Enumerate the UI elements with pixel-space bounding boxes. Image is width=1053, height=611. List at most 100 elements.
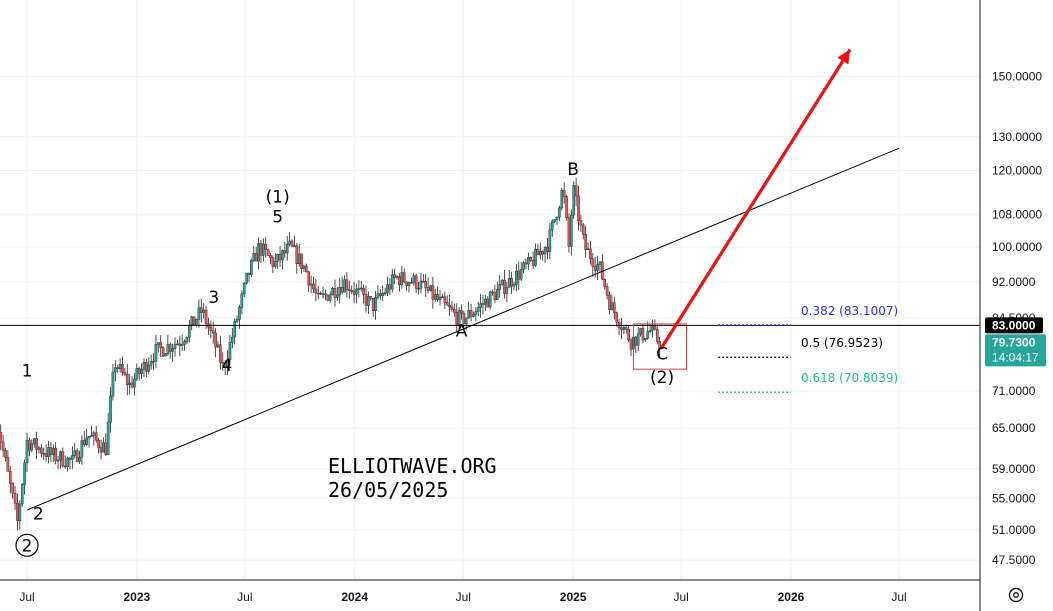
candle-body	[376, 293, 380, 298]
trendline	[26, 147, 900, 511]
candle-body	[572, 185, 576, 216]
x-tick-label: Jul	[19, 590, 34, 604]
candle-body	[8, 470, 12, 484]
y-tick-label: 55.0000	[992, 491, 1036, 505]
candle-body	[219, 344, 222, 363]
candle-body	[340, 287, 344, 293]
candle-body	[199, 307, 203, 313]
candle-body	[364, 294, 368, 306]
candle-body	[374, 297, 377, 312]
candle-body	[297, 253, 301, 264]
candle-body	[68, 457, 72, 460]
candle-body	[171, 348, 174, 352]
candle-body	[109, 395, 112, 423]
candle-body	[596, 264, 599, 271]
candle-body	[121, 364, 124, 373]
candle-body	[450, 306, 454, 310]
candle-body	[639, 328, 642, 335]
candle-body	[644, 337, 647, 341]
candle-body	[149, 361, 153, 366]
wave-label: 2	[33, 505, 44, 525]
current-price-label: 79.7300	[992, 335, 1036, 349]
candle-body	[560, 189, 564, 209]
candle-body	[271, 257, 275, 267]
candle-body	[312, 283, 315, 290]
candle-body	[99, 447, 103, 453]
candle-body	[536, 248, 540, 256]
candle-body	[49, 447, 53, 455]
candle-body	[503, 279, 506, 294]
candle-body	[285, 244, 289, 254]
wave-label: 1	[22, 362, 33, 382]
candle-body	[331, 288, 334, 296]
gear-icon[interactable]	[1006, 585, 1026, 605]
candle-body	[395, 276, 399, 278]
target-box	[632, 323, 688, 370]
x-tick-label: 2024	[341, 590, 368, 604]
candle-body	[658, 341, 661, 349]
candle-body	[94, 432, 98, 441]
candle-body	[424, 281, 427, 288]
candle-body	[562, 189, 566, 197]
x-tick-label: 2023	[123, 590, 150, 604]
candle-body	[414, 275, 418, 289]
candle-body	[293, 245, 296, 247]
wave-label: 2	[22, 536, 33, 556]
candle-body	[629, 339, 633, 350]
candle-body	[111, 371, 115, 397]
candle-body	[321, 293, 325, 295]
candle-body	[622, 327, 626, 330]
candle-body	[145, 361, 148, 372]
watermark-date: 26/05/2025	[328, 478, 448, 502]
candle-body	[402, 272, 406, 283]
candle-body	[47, 447, 50, 457]
wave-label: B	[567, 160, 579, 180]
candle-body	[634, 336, 638, 346]
candle-body	[464, 317, 468, 324]
candle-body	[13, 492, 17, 504]
candle-body	[231, 336, 234, 343]
candle-body	[211, 330, 215, 334]
candle-body	[589, 248, 592, 260]
candle-body	[262, 243, 265, 256]
candle-body	[593, 266, 597, 271]
candle-body	[422, 280, 425, 283]
candle-body	[543, 247, 547, 255]
candle-body	[469, 310, 473, 317]
candle-body	[302, 265, 306, 269]
candle-body	[510, 277, 513, 287]
y-tick-label: 130.0000	[992, 130, 1042, 144]
candle-body	[137, 368, 141, 374]
candle-body	[570, 214, 573, 247]
candle-body	[305, 265, 308, 273]
candle-body	[123, 372, 127, 375]
candle-body	[359, 287, 363, 290]
x-tick-label: Jul	[456, 590, 471, 604]
countdown-label: 14:04:17	[992, 350, 1039, 364]
candle-body	[438, 296, 442, 300]
candle-body	[319, 292, 322, 295]
candle-body	[486, 298, 490, 308]
candle-body	[584, 234, 587, 250]
y-tick-label: 51.0000	[992, 523, 1036, 537]
candle-body	[183, 341, 186, 345]
x-tick-label: 2026	[778, 590, 805, 604]
candle-body	[226, 359, 229, 367]
candle-body	[548, 229, 552, 252]
candle-body	[476, 307, 480, 312]
candle-body	[273, 261, 277, 267]
level-tag-label: 83.0000	[992, 318, 1036, 332]
wave-label: (2)	[650, 368, 674, 388]
candle-body	[216, 344, 220, 348]
candle-body	[393, 274, 396, 278]
candle-body	[367, 296, 370, 306]
candle-body	[283, 250, 287, 254]
candle-body	[278, 254, 282, 261]
candle-body	[204, 309, 208, 324]
candle-body	[512, 284, 516, 287]
candle-body	[281, 250, 284, 261]
candle-body	[605, 286, 609, 296]
candle-body	[42, 452, 46, 455]
